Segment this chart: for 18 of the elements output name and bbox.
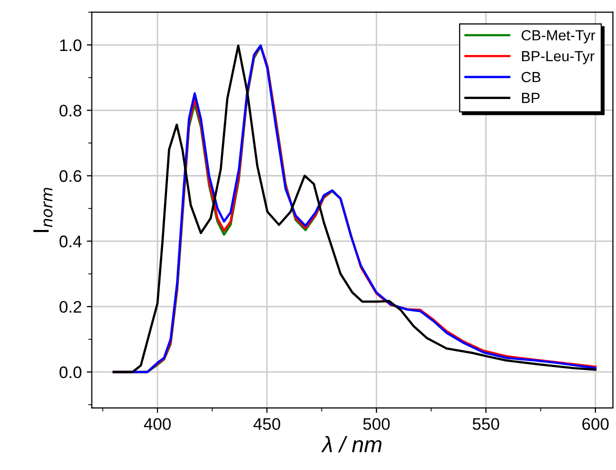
- y-tick-label: 0.6: [60, 170, 82, 182]
- legend-label: CB: [522, 72, 540, 82]
- legend-label: BP: [522, 92, 540, 103]
- x-axis-title: λ / nm: [321, 436, 382, 452]
- y-tick-label: 0.8: [60, 104, 82, 117]
- x-tick-label: 450: [253, 418, 280, 430]
- x-tick-label: 550: [472, 418, 500, 430]
- x-tick-label: 600: [582, 418, 609, 430]
- y-tick-label: 0.0: [60, 366, 82, 378]
- y-axis-title: I$_{norm}$: [33, 188, 53, 232]
- y-tick-label: 0.2: [60, 300, 82, 313]
- legend-label: BP-Leu-Tyr: [522, 51, 594, 64]
- y-tick-label: 0.4: [60, 236, 82, 248]
- y-tick-label: 1.0: [60, 39, 82, 52]
- x-tick-label: 500: [363, 418, 390, 430]
- line-series: [112, 44, 597, 374]
- legend-label: CB-Met-Tyr: [522, 30, 596, 44]
- x-tick-label: 400: [144, 418, 171, 430]
